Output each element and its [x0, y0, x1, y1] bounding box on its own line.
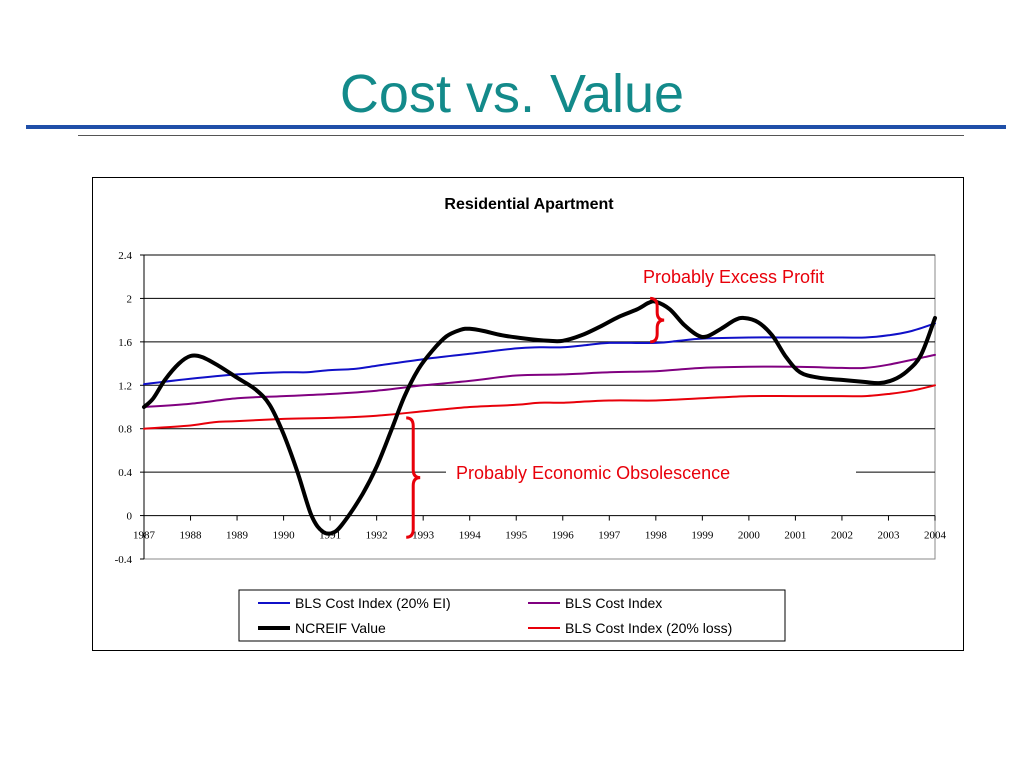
legend-box	[238, 589, 786, 642]
x-tick-label: 1998	[645, 530, 668, 542]
y-tick-label: -0.4	[115, 554, 133, 566]
chart-frame: Residential Apartment 2.4 2 1.6 1.2 0.8 0.4 0 -…	[92, 177, 964, 651]
x-tick-label: 1997	[598, 530, 621, 542]
x-tick-label: 1989	[226, 530, 249, 542]
x-tick-label: 1993	[412, 530, 435, 542]
x-tick-label: 1996	[552, 530, 575, 542]
x-tick-label: 1995	[505, 530, 528, 542]
x-tick-label: 1987	[133, 530, 156, 542]
excess-profit-label: Probably Excess Profit	[643, 267, 824, 287]
x-tick-label: 2004	[924, 530, 947, 542]
y-tick-label: 2	[127, 293, 133, 305]
legend-label: BLS Cost Index (20% EI)	[295, 595, 451, 611]
x-tick-label: 2000	[738, 530, 761, 542]
x-tick-label: 1992	[366, 530, 388, 542]
x-tick-label: 2002	[831, 530, 853, 542]
y-tick-label: 1.6	[118, 337, 132, 349]
x-tick-label: 1994	[459, 530, 482, 542]
x-tick-label: 1990	[273, 530, 296, 542]
y-tick-label: 0.8	[118, 424, 132, 436]
plot-area	[143, 254, 936, 560]
series-line	[143, 353, 936, 408]
x-tick-label: 2003	[877, 530, 900, 542]
x-tick-label: 1988	[180, 530, 203, 542]
title-divider	[78, 135, 964, 136]
series-line	[143, 384, 936, 430]
chart-title: Residential Apartment	[444, 196, 614, 213]
series-line	[143, 322, 936, 386]
line-chart: Residential Apartment 2.4 2 1.6 1.2 0.8 0.4 0 -…	[115, 196, 947, 642]
slide-title: Cost vs. Value	[339, 64, 685, 124]
annotation-background	[446, 459, 856, 487]
legend-label: BLS Cost Index (20% loss)	[565, 620, 732, 636]
legend-label: NCREIF Value	[295, 620, 386, 636]
series-line	[142, 299, 937, 536]
y-tick-label: 0.4	[118, 467, 132, 479]
y-tick-label: 0	[127, 511, 133, 523]
x-tick-label: 1999	[691, 530, 714, 542]
y-tick-label: 1.2	[118, 380, 132, 392]
x-tick-label: 2001	[784, 530, 806, 542]
economic-obsolescence-label: Probably Economic Obsolescence	[456, 463, 730, 483]
legend-label: BLS Cost Index	[565, 595, 662, 611]
title-underline	[26, 125, 1006, 129]
y-tick-label: 2.4	[118, 250, 132, 262]
